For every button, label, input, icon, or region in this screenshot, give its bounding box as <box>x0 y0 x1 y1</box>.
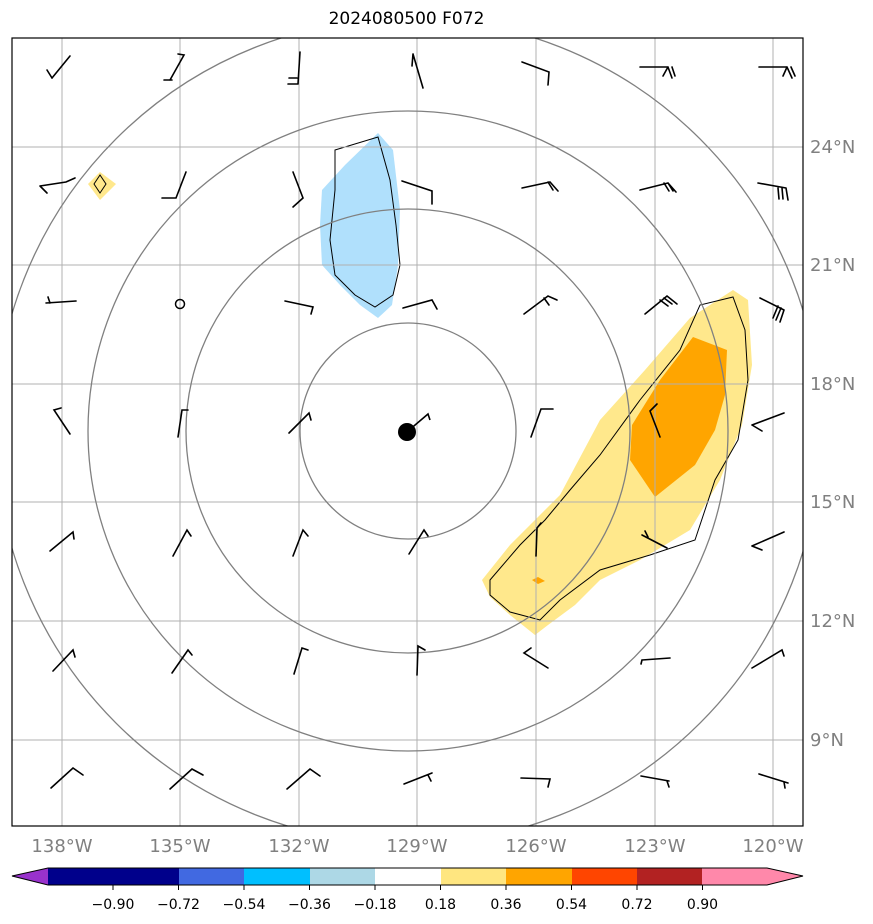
colorbar-segment <box>12 868 48 885</box>
contour-line-small <box>93 174 107 194</box>
graticule <box>12 38 803 826</box>
colorbar-tick-label: −0.72 <box>157 897 200 913</box>
colorbar-tick-label: −0.36 <box>288 897 331 913</box>
storm-center-marker <box>398 423 416 441</box>
wind-barbs <box>39 51 796 790</box>
colorbar-tick-label: −0.54 <box>223 897 266 913</box>
lat-label: 18°N <box>810 374 855 395</box>
lon-label: 120°W <box>742 836 803 857</box>
colorbar-segment <box>702 868 768 885</box>
positive-anomaly-fill <box>482 290 752 635</box>
colorbar-tick-label: 0.36 <box>490 897 521 913</box>
colorbar-frame <box>11 867 804 886</box>
positive-anomaly-fill-small <box>88 172 116 200</box>
colorbar-segment <box>441 868 507 885</box>
strong-anomaly-fill-small <box>532 577 545 584</box>
colorbar-segment <box>637 868 703 885</box>
colorbar-segment <box>113 868 179 885</box>
contour-line <box>329 136 401 308</box>
calm-wind-marker <box>174 298 186 310</box>
colorbar-segment <box>506 868 572 885</box>
center-wind-barb <box>407 412 431 432</box>
colorbar-tick-label: 0.54 <box>556 897 587 913</box>
strong-anomaly-fill <box>630 337 727 497</box>
lat-label: 15°N <box>810 492 855 513</box>
lon-label: 138°W <box>31 836 92 857</box>
colorbar-tick-label: 0.90 <box>687 897 718 913</box>
lon-label: 129°W <box>386 836 447 857</box>
lat-label: 12°N <box>810 611 855 632</box>
lon-label: 132°W <box>268 836 329 857</box>
colorbar-segment <box>310 868 376 885</box>
colorbar-tick-label: −0.18 <box>354 897 397 913</box>
colorbar-segment <box>572 868 638 885</box>
colorbar-segment <box>179 868 245 885</box>
negative-anomaly-fill <box>320 133 400 318</box>
colorbar-segment <box>375 868 441 885</box>
colorbar-segment <box>767 868 803 885</box>
lat-label: 9°N <box>810 730 844 751</box>
colorbar-segment <box>48 868 114 885</box>
colorbar-segment <box>244 868 310 885</box>
colorbar-tick-label: 0.72 <box>621 897 652 913</box>
map-frame <box>11 37 804 827</box>
lon-label: 135°W <box>149 836 210 857</box>
lat-label: 21°N <box>810 255 855 276</box>
contour-line <box>489 296 749 621</box>
colorbar-ticks: −0.90 −0.72 −0.54 −0.36 −0.18 0.18 0.36 0.54 0.7… <box>92 885 718 913</box>
colorbar-tick-label: −0.90 <box>92 897 135 913</box>
range-rings <box>12 38 803 826</box>
colorbar-tick-label: 0.18 <box>425 897 456 913</box>
lat-label: 24°N <box>810 137 855 158</box>
map-title: 2024080500 F072 <box>328 9 485 29</box>
colorbar <box>11 867 804 886</box>
lon-label: 123°W <box>624 836 685 857</box>
lon-label: 126°W <box>505 836 566 857</box>
